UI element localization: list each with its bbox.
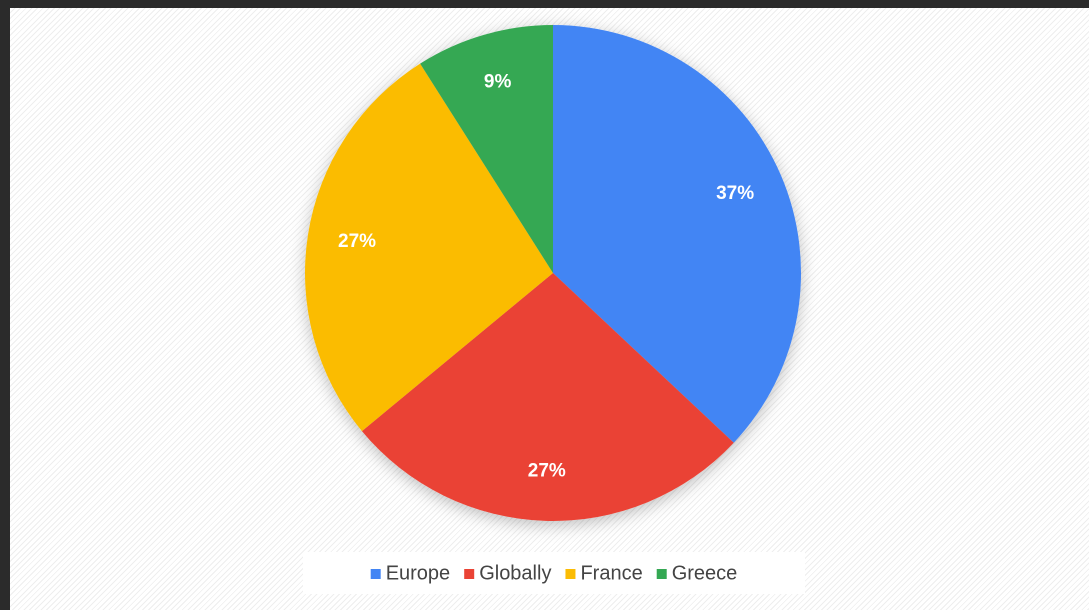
legend-box <box>303 552 805 594</box>
pie-slice <box>361 273 734 522</box>
pie-slice <box>305 63 553 432</box>
legend-label: Greece <box>672 562 738 584</box>
legend-label: France <box>580 562 642 584</box>
data-label: 9% <box>484 71 512 92</box>
pie-slice <box>420 25 553 273</box>
pie <box>305 25 801 522</box>
legend-label: Europe <box>386 562 451 584</box>
data-label: 37% <box>716 183 754 204</box>
legend-label: Globally <box>479 562 551 584</box>
pie-slice <box>553 25 801 443</box>
legend-swatch <box>565 569 576 579</box>
data-label: 27% <box>338 231 376 252</box>
legend-swatch <box>656 569 667 579</box>
data-label: 27% <box>528 460 566 481</box>
legend-swatch <box>370 569 381 579</box>
legend-swatch <box>464 569 475 579</box>
